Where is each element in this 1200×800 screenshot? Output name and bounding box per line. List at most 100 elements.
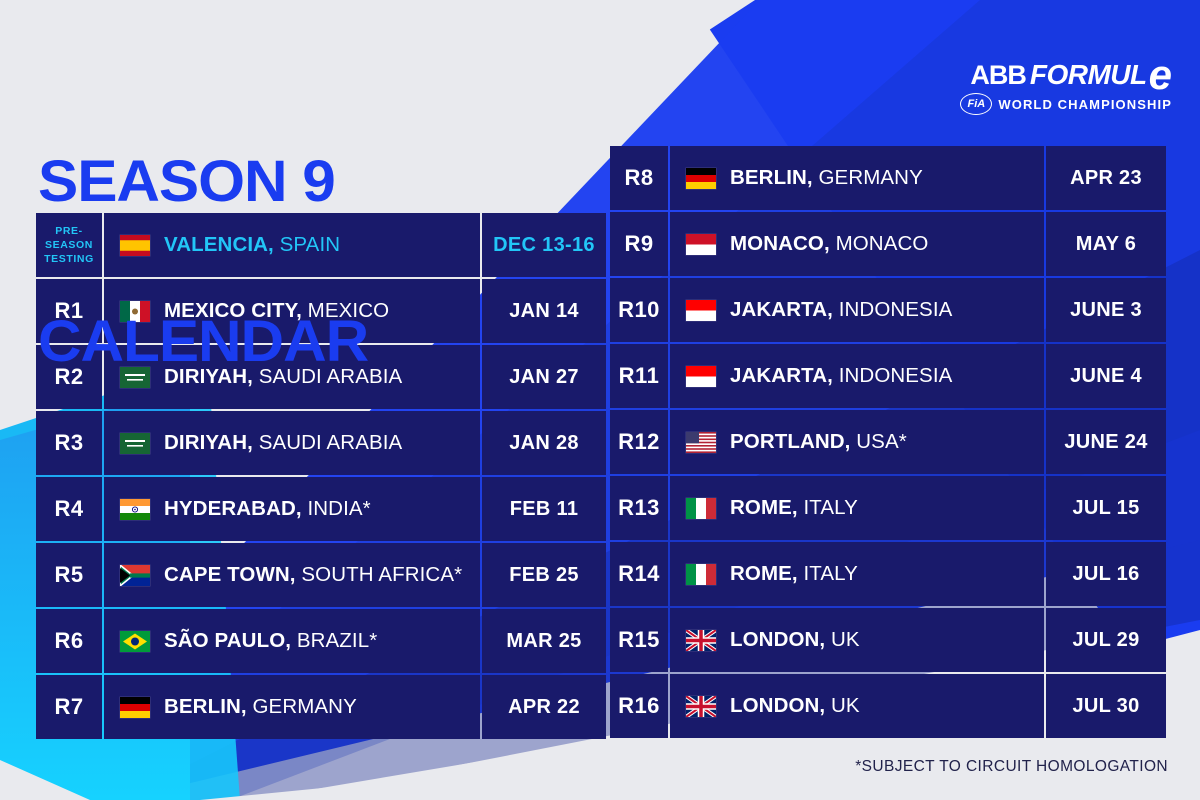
round-cell: R10 <box>610 278 668 342</box>
venue-label: PORTLAND, USA* <box>730 430 907 454</box>
italy-flag <box>686 563 716 585</box>
round-cell: R7 <box>36 675 102 739</box>
venue-country: GERMANY <box>812 166 923 189</box>
venue-country: SPAIN <box>273 233 341 256</box>
venue-label: ROME, ITALY <box>730 496 858 520</box>
table-row: PRE- SEASON TESTING VALENCIA, SPAIN DEC 13-1… <box>36 213 606 277</box>
page-title: SEASON 9 CALENDAR <box>38 48 369 475</box>
monaco-flag <box>686 233 716 255</box>
venue-label: VALENCIA, SPAIN <box>164 233 340 257</box>
venue-cell: ROME, ITALY <box>670 476 1044 540</box>
date-cell: JUL 30 <box>1046 674 1166 738</box>
venue-cell: MONACO, MONACO <box>670 212 1044 276</box>
round-cell: R8 <box>610 146 668 210</box>
table-row: R9 MONACO, MONACO MAY 6 <box>610 212 1166 276</box>
venue-city: MEXICO CITY, <box>164 299 302 322</box>
round-cell: R12 <box>610 410 668 474</box>
venue-cell: SÃO PAULO, BRAZIL* <box>104 609 480 673</box>
date-cell: FEB 25 <box>482 543 606 607</box>
venue-city: JAKARTA, <box>730 364 833 387</box>
venue-country: SAUDI ARABIA <box>252 365 403 388</box>
round-label-line: SEASON <box>45 238 93 251</box>
uk-flag <box>686 629 716 651</box>
south-africa-flag <box>120 564 150 586</box>
venue-country: INDIA* <box>301 497 371 520</box>
venue-label: CAPE TOWN, SOUTH AFRICA* <box>164 563 462 587</box>
venue-cell: HYDERABAD, INDIA* <box>104 477 480 541</box>
venue-city: ROME, <box>730 562 798 585</box>
round-cell: R11 <box>610 344 668 408</box>
round-cell: PRE- SEASON TESTING <box>36 213 102 277</box>
venue-city: SÃO PAULO, <box>164 629 292 652</box>
venue-country: GERMANY <box>246 695 357 718</box>
round-cell: R4 <box>36 477 102 541</box>
round-label-line: TESTING <box>44 253 94 266</box>
mexico-flag <box>120 300 150 322</box>
venue-label: HYDERABAD, INDIA* <box>164 497 371 521</box>
date-cell: JUNE 24 <box>1046 410 1166 474</box>
venue-city: BERLIN, <box>164 695 247 718</box>
venue-label: MONACO, MONACO <box>730 232 928 256</box>
venue-country: USA* <box>850 430 907 453</box>
date-cell: MAY 6 <box>1046 212 1166 276</box>
logo-e-icon: e <box>1148 51 1172 99</box>
date-cell: JAN 14 <box>482 279 606 343</box>
venue-city: LONDON, <box>730 628 826 651</box>
venue-cell: BERLIN, GERMANY <box>104 675 480 739</box>
venue-country: INDONESIA <box>832 364 953 387</box>
logo-wordmark: ABB FORMUL e <box>932 51 1172 99</box>
venue-label: MEXICO CITY, MEXICO <box>164 299 389 323</box>
round-cell: R3 <box>36 411 102 475</box>
table-row: R5 CAPE TOWN, SOUTH AFRICA* FEB 25 <box>36 543 606 607</box>
round-cell: R9 <box>610 212 668 276</box>
venue-cell: PORTLAND, USA* <box>670 410 1044 474</box>
italy-flag <box>686 497 716 519</box>
round-label-line: PRE- <box>55 224 83 237</box>
table-row: R14 ROME, ITALY JUL 16 <box>610 542 1166 606</box>
date-cell: MAR 25 <box>482 609 606 673</box>
germany-flag <box>686 167 716 189</box>
venue-cell: JAKARTA, INDONESIA <box>670 344 1044 408</box>
venue-cell: DIRIYAH, SAUDI ARABIA <box>104 345 480 409</box>
abb-formula-e-logo: ABB FORMUL e FiA WORLD CHAMPIONSHIP <box>932 51 1172 115</box>
usa-flag <box>686 431 716 453</box>
germany-flag <box>120 696 150 718</box>
round-cell: R1 <box>36 279 102 343</box>
saudi-arabia-flag <box>120 432 150 454</box>
venue-country: MEXICO <box>301 299 390 322</box>
indonesia-flag <box>686 299 716 321</box>
table-row: R2 DIRIYAH, SAUDI ARABIA JAN 27 <box>36 345 606 409</box>
calendar-table-left: PRE- SEASON TESTING VALENCIA, SPAIN DEC 13-1… <box>36 213 606 739</box>
table-row: R7 BERLIN, GERMANY APR 22 <box>36 675 606 739</box>
title-line-2: CALENDAR <box>38 308 369 374</box>
venue-cell: MEXICO CITY, MEXICO <box>104 279 480 343</box>
table-row: R8 BERLIN, GERMANY APR 23 <box>610 146 1166 210</box>
brazil-flag <box>120 630 150 652</box>
uk-flag <box>686 695 716 717</box>
title-line-1: SEASON 9 <box>38 148 336 214</box>
venue-city: HYDERABAD, <box>164 497 302 520</box>
date-cell: JUNE 4 <box>1046 344 1166 408</box>
spain-flag <box>120 234 150 256</box>
venue-label: JAKARTA, INDONESIA <box>730 298 952 322</box>
venue-country: ITALY <box>797 562 858 585</box>
venue-country: BRAZIL* <box>291 629 378 652</box>
date-cell: JUNE 3 <box>1046 278 1166 342</box>
venue-city: DIRIYAH, <box>164 365 253 388</box>
venue-label: BERLIN, GERMANY <box>730 166 923 190</box>
venue-label: LONDON, UK <box>730 628 860 652</box>
venue-city: DIRIYAH, <box>164 431 253 454</box>
venue-label: DIRIYAH, SAUDI ARABIA <box>164 431 402 455</box>
round-cell: R6 <box>36 609 102 673</box>
venue-country: SOUTH AFRICA* <box>295 563 463 586</box>
table-row: R10 JAKARTA, INDONESIA JUNE 3 <box>610 278 1166 342</box>
round-cell: R2 <box>36 345 102 409</box>
venue-label: LONDON, UK <box>730 694 860 718</box>
date-cell: JUL 15 <box>1046 476 1166 540</box>
venue-cell: BERLIN, GERMANY <box>670 146 1044 210</box>
date-cell: JAN 28 <box>482 411 606 475</box>
venue-country: INDONESIA <box>832 298 953 321</box>
logo-world-championship-text: WORLD CHAMPIONSHIP <box>998 96 1172 112</box>
logo-abb-text: ABB <box>970 59 1026 90</box>
venue-label: SÃO PAULO, BRAZIL* <box>164 629 377 653</box>
